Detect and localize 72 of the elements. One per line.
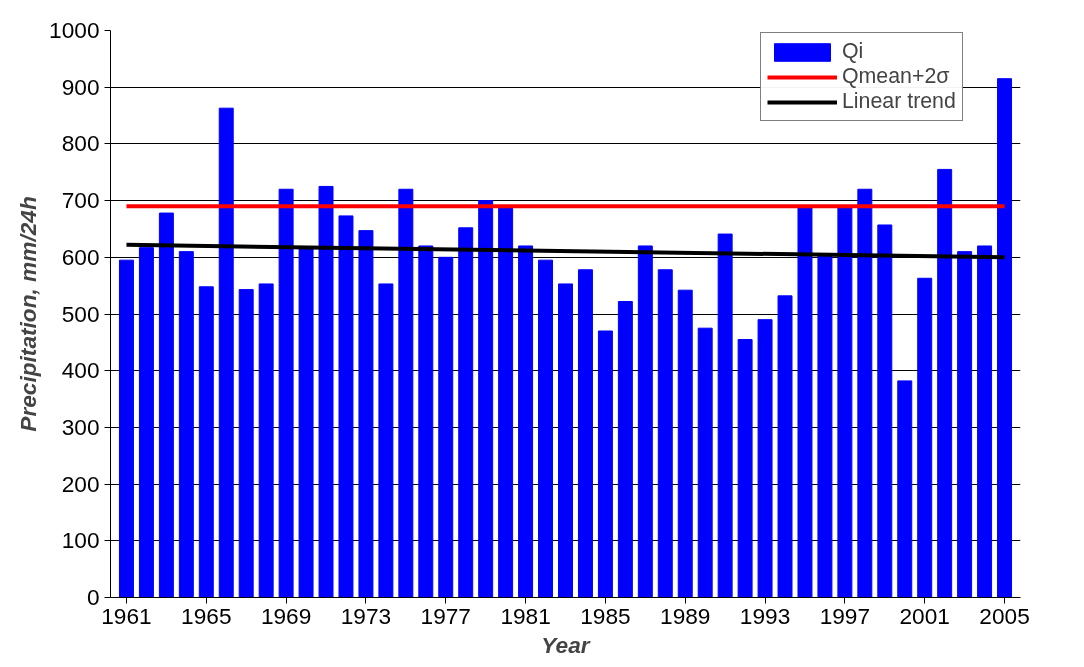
bar (757, 319, 773, 598)
bar (937, 168, 953, 598)
x-tick-label: 1965 (181, 602, 232, 629)
bar (877, 224, 893, 598)
x-tick-label: 2005 (979, 602, 1030, 629)
x-tick-label: 2001 (899, 602, 950, 629)
bar (338, 215, 354, 598)
legend-label: Qi (842, 39, 864, 64)
bar (917, 277, 933, 598)
bar (238, 289, 254, 598)
bar (797, 205, 813, 598)
bar (438, 256, 454, 598)
bar (697, 327, 713, 598)
x-tick-label: 1993 (739, 602, 791, 629)
bar (777, 295, 793, 598)
x-tick-label: 1981 (500, 602, 551, 629)
bar (218, 107, 234, 598)
bar (198, 286, 214, 598)
bar (378, 283, 394, 598)
bar (178, 251, 194, 598)
bar (617, 301, 633, 598)
bar (358, 230, 374, 598)
bar (258, 283, 274, 598)
legend-label: Linear trend (842, 89, 956, 114)
y-tick-label: 900 (61, 73, 100, 100)
bar (478, 200, 494, 598)
x-tick-label: 1969 (260, 602, 312, 629)
bar (857, 188, 873, 598)
bar (677, 289, 693, 598)
bar (138, 247, 154, 598)
y-tick-label: 800 (61, 130, 100, 157)
bar (158, 212, 174, 598)
y-tick-label: 100 (61, 527, 100, 554)
x-tick-label: 1989 (660, 602, 711, 629)
bar (458, 227, 474, 598)
bar (538, 259, 554, 598)
bar (997, 78, 1013, 598)
bar (118, 259, 134, 598)
x-tick-label: 1985 (580, 602, 631, 629)
bar (977, 245, 993, 598)
bar (737, 339, 753, 598)
x-tick-label: 1997 (819, 602, 871, 629)
bar (597, 330, 613, 598)
x-tick-label: 1977 (420, 602, 471, 629)
bar (897, 380, 913, 598)
y-tick-label: 1000 (49, 17, 100, 43)
y-tick-label: 700 (61, 187, 100, 214)
y-tick-label: 600 (61, 243, 100, 270)
bar (518, 245, 534, 598)
bar (398, 188, 414, 598)
bar (957, 251, 973, 598)
y-tick-label: 300 (61, 413, 100, 440)
y-axis-title: Precipitation, mm/24h (15, 196, 42, 432)
bar (418, 245, 434, 598)
bar (278, 188, 294, 598)
y-tick-label: 500 (61, 300, 100, 327)
x-axis-title: Year (541, 631, 591, 658)
y-tick-label: 0 (86, 584, 100, 610)
bar (298, 248, 314, 598)
bar (637, 245, 653, 598)
y-tick-label: 400 (61, 357, 100, 384)
bar (657, 269, 673, 598)
y-tick-label: 200 (61, 470, 100, 497)
bar (498, 205, 514, 598)
bar (837, 205, 853, 598)
legend-label: Qmean+2σ (842, 64, 950, 89)
bar (558, 283, 573, 598)
x-tick-label: 1961 (101, 602, 152, 629)
bar (717, 233, 733, 598)
bar (577, 269, 593, 598)
bar (318, 185, 334, 598)
x-tick-label: 1973 (340, 602, 392, 629)
